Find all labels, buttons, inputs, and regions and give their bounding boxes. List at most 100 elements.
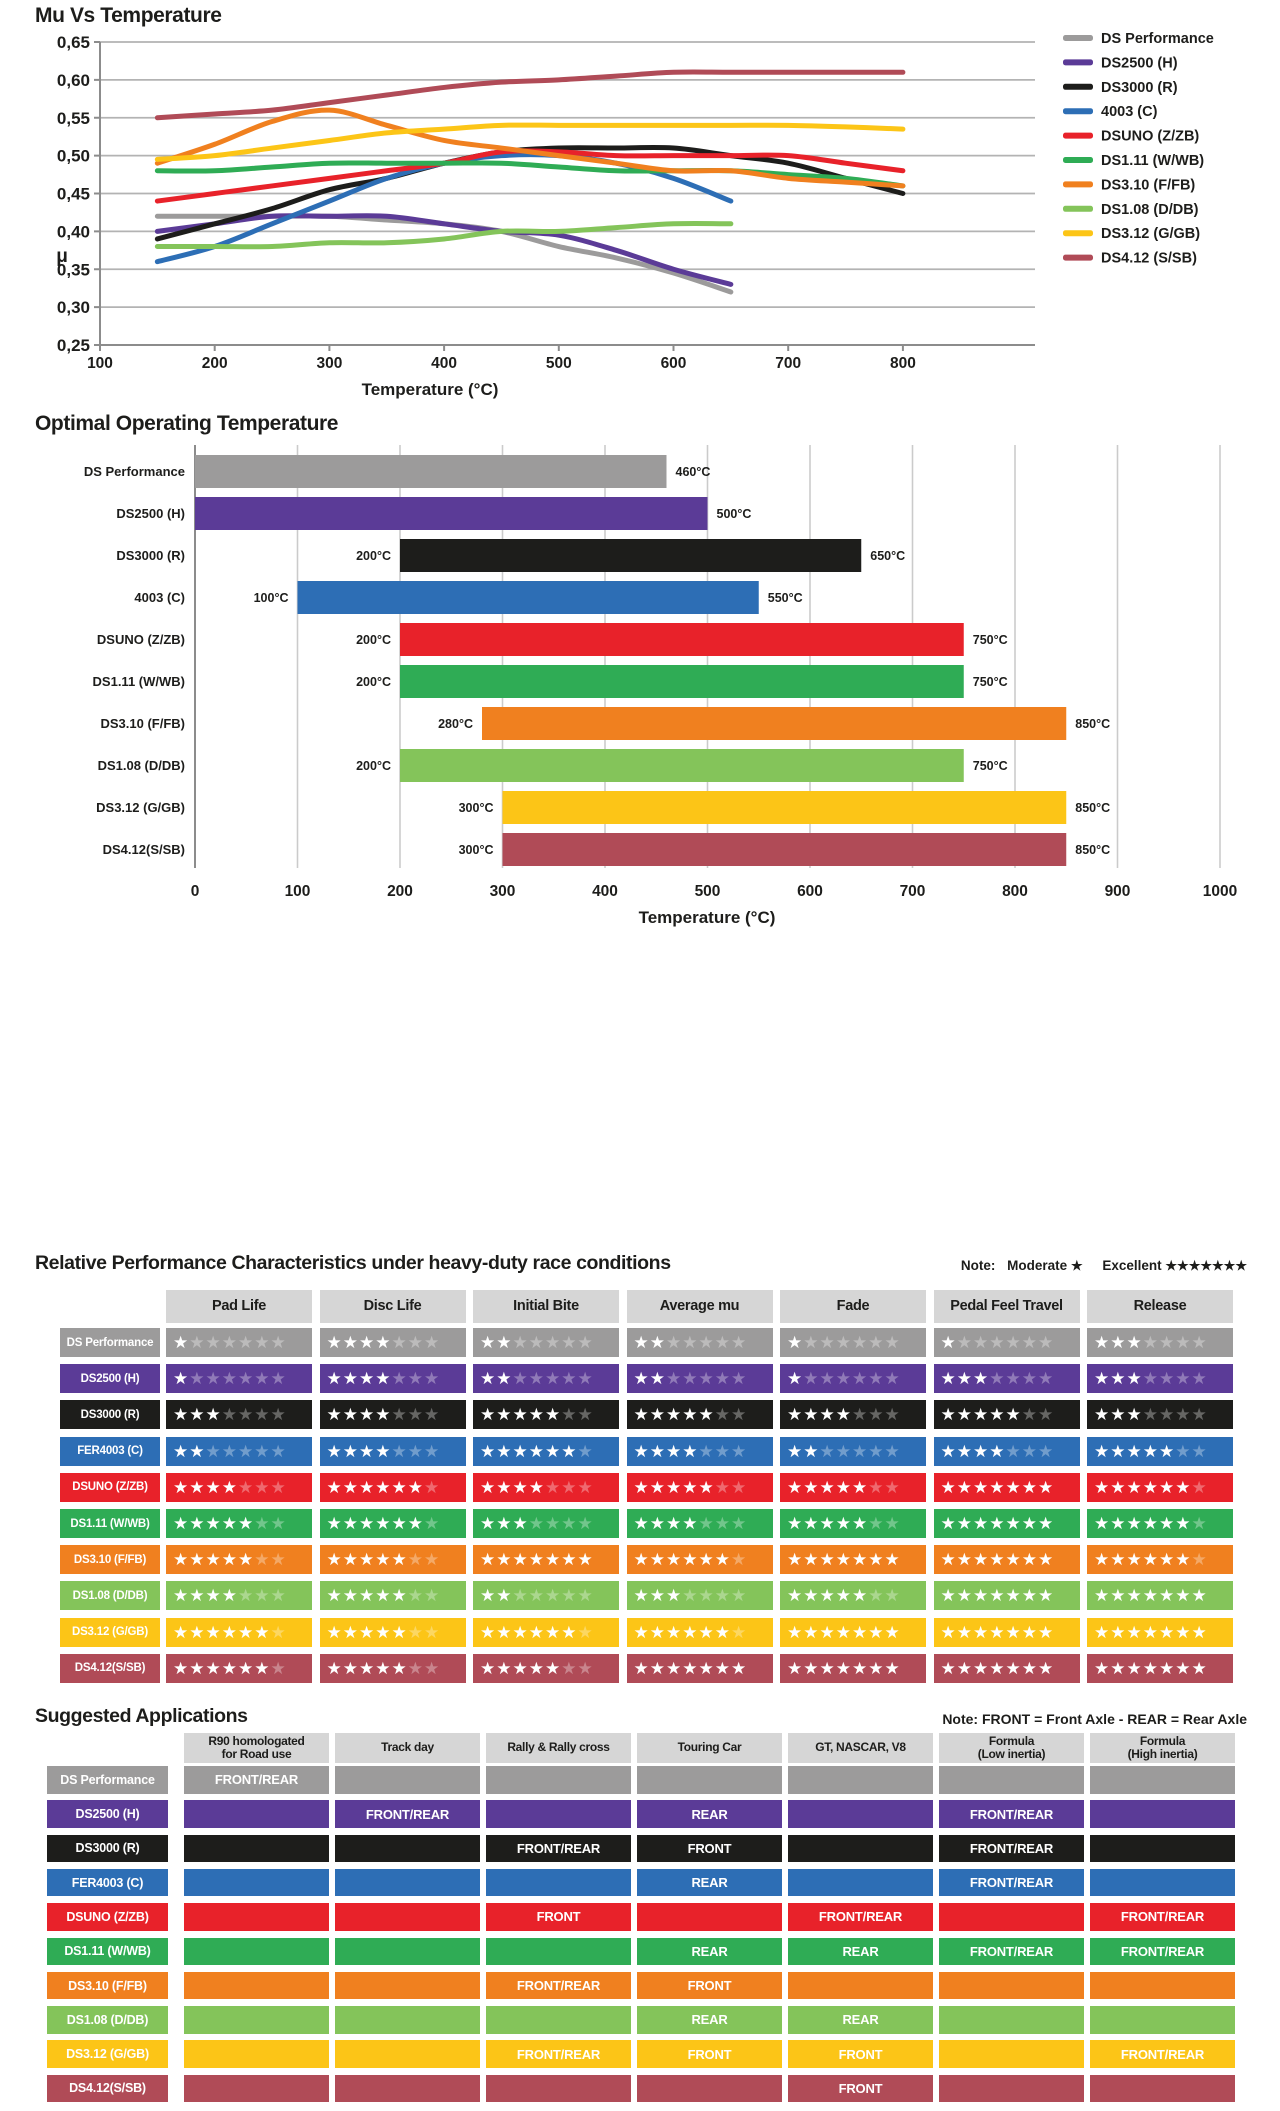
- filled-star-icon: ★: [528, 1550, 545, 1570]
- empty-star-icon: ★: [852, 1441, 869, 1461]
- filled-star-icon: ★: [1005, 1622, 1022, 1642]
- filled-star-icon: ★: [342, 1514, 359, 1533]
- filled-star-icon: ★: [803, 1658, 820, 1678]
- filled-star-icon: ★: [649, 1477, 666, 1497]
- filled-star-icon: ★: [173, 1405, 190, 1425]
- filled-star-icon: ★: [496, 1477, 513, 1497]
- legend-swatch: [1063, 132, 1093, 139]
- filled-star-icon: ★: [480, 1622, 497, 1642]
- filled-star-icon: ★: [973, 1441, 990, 1461]
- filled-star-icon: ★: [1126, 1622, 1143, 1642]
- filled-star-icon: ★: [1005, 1514, 1022, 1533]
- temperature-axis-label: Temperature (°C): [362, 380, 499, 399]
- filled-star-icon: ★: [173, 1658, 190, 1678]
- star-rating-cell: ★ ★ ★ ★ ★ ★ ★: [166, 1472, 312, 1502]
- filled-star-icon: ★: [819, 1405, 836, 1425]
- filled-star-icon: ★: [1126, 1550, 1143, 1570]
- apps-column-header: GT, NASCAR, V8: [788, 1733, 933, 1763]
- application-cell: FRONT/REAR: [1090, 1903, 1235, 1931]
- filled-star-icon: ★: [819, 1622, 836, 1642]
- filled-star-icon: ★: [868, 1658, 885, 1678]
- filled-star-icon: ★: [1038, 1658, 1055, 1678]
- filled-star-icon: ★: [1142, 1586, 1159, 1606]
- filled-star-icon: ★: [359, 1477, 376, 1497]
- filled-star-icon: ★: [989, 1405, 1006, 1425]
- application-cell: [939, 2040, 1084, 2068]
- filled-star-icon: ★: [375, 1405, 392, 1425]
- legend-label: DS3.10 (F/FB): [1101, 177, 1195, 193]
- filled-star-icon: ★: [375, 1477, 392, 1497]
- empty-star-icon: ★: [221, 1333, 238, 1352]
- filled-star-icon: ★: [956, 1514, 973, 1533]
- empty-star-icon: ★: [577, 1369, 594, 1389]
- filled-star-icon: ★: [205, 1658, 222, 1678]
- filled-star-icon: ★: [342, 1586, 359, 1606]
- filled-star-icon: ★: [496, 1550, 513, 1570]
- filled-star-icon: ★: [666, 1550, 683, 1570]
- empty-star-icon: ★: [270, 1405, 287, 1425]
- bar-row-label: DS1.11 (W/WB): [93, 674, 185, 689]
- filled-star-icon: ★: [682, 1658, 699, 1678]
- empty-star-icon: ★: [512, 1586, 529, 1606]
- application-cell: [1090, 1834, 1235, 1863]
- empty-star-icon: ★: [254, 1405, 271, 1425]
- empty-star-icon: ★: [254, 1550, 271, 1570]
- x-tick-label: 1000: [1203, 883, 1237, 900]
- perf-table-note: Note: Moderate ★ Excellent ★★★★★★★: [961, 1258, 1247, 1274]
- filled-star-icon: ★: [1094, 1550, 1111, 1570]
- filled-star-icon: ★: [940, 1405, 957, 1425]
- filled-star-icon: ★: [973, 1405, 990, 1425]
- filled-star-icon: ★: [803, 1514, 820, 1533]
- mu-chart-title: Mu Vs Temperature: [35, 4, 222, 27]
- bar-chart-title: Optimal Operating Temperature: [35, 412, 339, 435]
- empty-star-icon: ★: [270, 1477, 287, 1497]
- temperature-range-bar: [195, 497, 708, 530]
- filled-star-icon: ★: [545, 1405, 562, 1425]
- star-rating-cell: ★ ★ ★ ★ ★ ★ ★: [933, 1436, 1080, 1466]
- filled-star-icon: ★: [238, 1622, 255, 1642]
- series-line: [154, 213, 734, 287]
- filled-star-icon: ★: [1142, 1622, 1159, 1642]
- filled-star-icon: ★: [173, 1622, 190, 1642]
- application-cell: FRONT/REAR: [788, 1903, 933, 1931]
- filled-star-icon: ★: [973, 1586, 990, 1606]
- empty-star-icon: ★: [238, 1369, 255, 1389]
- star-rating-cell: ★ ★ ★ ★ ★ ★ ★: [1087, 1617, 1233, 1647]
- empty-star-icon: ★: [391, 1369, 408, 1389]
- filled-star-icon: ★: [342, 1658, 359, 1678]
- filled-star-icon: ★: [189, 1514, 206, 1533]
- empty-star-icon: ★: [528, 1514, 545, 1533]
- empty-star-icon: ★: [1191, 1405, 1208, 1425]
- application-cell: FRONT/REAR: [486, 1971, 631, 2000]
- filled-star-icon: ★: [1038, 1622, 1055, 1642]
- empty-star-icon: ★: [189, 1333, 206, 1352]
- filled-star-icon: ★: [221, 1586, 238, 1606]
- empty-star-icon: ★: [545, 1514, 562, 1533]
- application-cell: [335, 1903, 480, 1931]
- x-tick-label: 200: [202, 355, 228, 372]
- filled-star-icon: ★: [835, 1405, 852, 1425]
- filled-star-icon: ★: [803, 1441, 820, 1461]
- filled-star-icon: ★: [480, 1658, 497, 1678]
- filled-star-icon: ★: [496, 1586, 513, 1606]
- filled-star-icon: ★: [803, 1622, 820, 1642]
- filled-star-icon: ★: [1142, 1441, 1159, 1461]
- filled-star-icon: ★: [1126, 1658, 1143, 1678]
- filled-star-icon: ★: [254, 1658, 271, 1678]
- application-cell: FRONT/REAR: [486, 2040, 631, 2068]
- star-rating-cell: ★ ★ ★ ★ ★ ★ ★: [626, 1328, 773, 1357]
- filled-star-icon: ★: [205, 1622, 222, 1642]
- empty-star-icon: ★: [1191, 1514, 1208, 1533]
- empty-star-icon: ★: [270, 1658, 287, 1678]
- y-tick-label: 0,60: [57, 71, 90, 90]
- application-cell: [486, 1937, 631, 1965]
- empty-star-icon: ★: [270, 1622, 287, 1642]
- filled-star-icon: ★: [956, 1622, 973, 1642]
- filled-star-icon: ★: [633, 1514, 650, 1533]
- bar-start-label: 200°C: [356, 675, 391, 689]
- empty-star-icon: ★: [189, 1369, 206, 1389]
- filled-star-icon: ★: [649, 1622, 666, 1642]
- filled-star-icon: ★: [787, 1586, 804, 1606]
- empty-star-icon: ★: [270, 1441, 287, 1461]
- empty-star-icon: ★: [238, 1477, 255, 1497]
